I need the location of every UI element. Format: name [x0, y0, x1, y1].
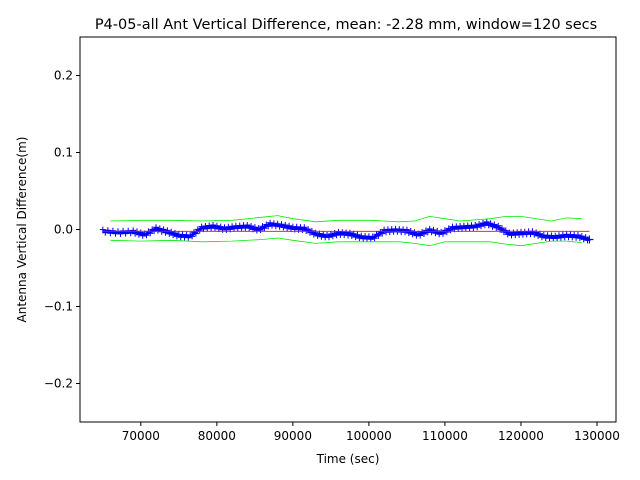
data-point-marker [371, 235, 378, 242]
y-tick-label: 0.0 [54, 223, 73, 237]
data-point-marker [417, 232, 424, 239]
data-point-marker [499, 225, 505, 232]
x-tick-label: 130000 [574, 429, 620, 443]
data-point-marker [286, 222, 293, 229]
data-point-marker [164, 227, 171, 234]
data-point-marker [478, 223, 484, 230]
data-point-marker [210, 222, 216, 228]
data-point-marker [251, 224, 258, 231]
data-point-marker [346, 229, 353, 236]
data-point-marker [274, 220, 281, 227]
data-point-marker [440, 230, 446, 237]
data-point-marker [575, 232, 581, 238]
data-point-marker [130, 227, 137, 234]
data-point-marker [487, 220, 494, 227]
data-point-marker [483, 218, 490, 225]
x-tick-label: 80000 [198, 429, 236, 443]
x-tick-label: 70000 [122, 429, 160, 443]
data-point-marker [443, 229, 450, 236]
data-point-marker [282, 222, 289, 228]
data-point-marker [533, 229, 540, 236]
data-point-marker [301, 224, 308, 231]
data-point-marker [411, 229, 418, 236]
x-tick-label: 110000 [422, 429, 468, 443]
data-point-marker [320, 231, 327, 238]
y-tick-label: 0.1 [54, 146, 73, 160]
upper-band-line [110, 215, 582, 223]
lower-band-line [110, 237, 582, 247]
data-point-marker [447, 227, 454, 234]
data-point-marker [578, 233, 585, 240]
data-point-marker [421, 231, 427, 237]
y-axis-label: Antenna Vertical Difference(m) [15, 137, 29, 323]
data-point-marker [312, 229, 319, 236]
data-point-marker [430, 226, 437, 233]
data-point-marker [261, 225, 268, 232]
y-tick-label: −0.2 [44, 377, 73, 391]
data-point-marker [257, 227, 264, 233]
data-point-marker [326, 234, 332, 241]
data-point-marker [265, 223, 272, 230]
chart-title: P4-05-all Ant Vertical Difference, mean:… [95, 17, 597, 33]
data-point-marker [244, 222, 251, 228]
data-point-marker [156, 225, 163, 232]
data-point-marker [153, 224, 159, 231]
data-point-marker [189, 233, 196, 240]
data-point-marker [217, 223, 224, 230]
data-point-marker [502, 227, 509, 234]
x-axis-label: Time (sec) [316, 452, 380, 466]
data-point-marker [137, 229, 144, 236]
data-point-marker [278, 221, 285, 228]
y-tick-label: 0.2 [54, 69, 73, 83]
x-tick-label: 100000 [346, 429, 392, 443]
data-point-marker [213, 222, 220, 229]
data-point-marker [585, 235, 594, 244]
data-point-marker [196, 227, 203, 234]
data-point-marker [109, 227, 116, 234]
data-point-marker [143, 232, 150, 239]
data-point-marker [248, 223, 255, 229]
data-point-marker [474, 224, 481, 231]
data-point-marker [495, 222, 502, 229]
data-point-marker [491, 221, 498, 228]
data-point-marker [354, 231, 361, 238]
data-point-marker [329, 233, 336, 240]
data-markers [99, 218, 594, 244]
data-point-marker [117, 230, 124, 237]
y-tick-label: −0.1 [44, 300, 73, 314]
x-tick-label: 90000 [274, 429, 312, 443]
data-point-marker [375, 232, 382, 239]
x-tick-label: 120000 [498, 429, 544, 443]
